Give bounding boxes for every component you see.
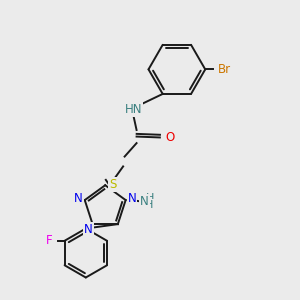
- Text: H: H: [146, 200, 154, 210]
- Text: N: N: [140, 195, 149, 208]
- Text: F: F: [46, 234, 53, 247]
- Text: N: N: [128, 192, 136, 205]
- Text: Br: Br: [218, 63, 231, 76]
- Text: H: H: [146, 193, 154, 203]
- Text: S: S: [109, 178, 116, 191]
- Text: O: O: [165, 131, 175, 144]
- Text: N: N: [84, 223, 93, 236]
- Text: N: N: [74, 192, 83, 205]
- Text: HN: HN: [125, 103, 142, 116]
